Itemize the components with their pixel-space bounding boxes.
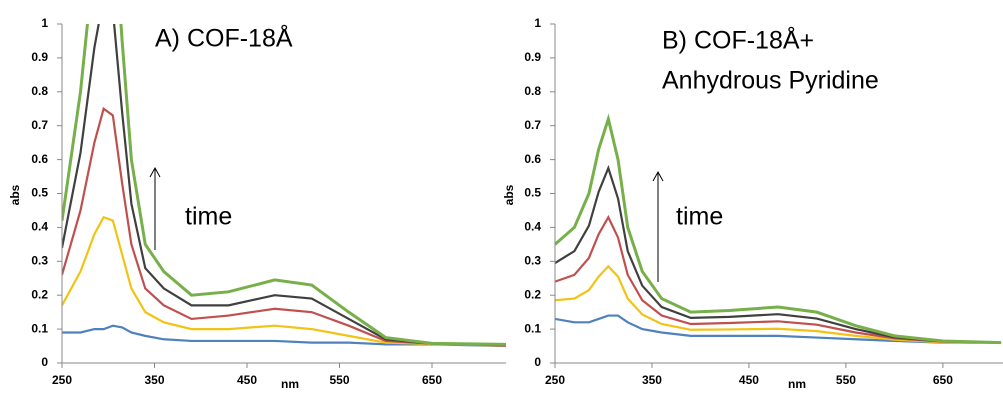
y-tick-label: 0.9 [524,50,541,64]
y-tick-label: 0.2 [31,287,48,301]
chart-title: Anhydrous Pyridine [662,67,879,95]
x-tick-label: 350 [144,373,164,387]
y-tick-label: 0.8 [524,84,541,98]
y-tick-label: 0.5 [31,186,48,200]
spectrum-line [62,215,506,347]
y-axis-label: abs [502,184,516,205]
y-tick-label: 0.3 [524,253,541,267]
spectrum-line [555,164,1002,344]
y-tick-label: 0.5 [524,186,541,200]
y-tick-label: 1 [534,16,541,30]
annotation: time [676,203,723,231]
spectrum-line [62,106,506,347]
y-tick-label: 0.7 [31,118,48,132]
x-axis-label: nm [281,377,299,391]
x-tick-label: 550 [329,373,349,387]
annotation: time [185,203,232,231]
x-tick-label: 450 [237,373,257,387]
spectrum-line [62,24,506,346]
y-tick-label: 0.7 [524,118,541,132]
x-tick-label: 250 [545,373,565,387]
x-tick-label: 550 [836,373,856,387]
arrow-head [149,166,161,178]
y-tick-label: 0.3 [31,253,48,267]
y-tick-label: 0.6 [31,152,48,166]
spectrum-line [62,324,506,348]
chart-title: B) COF-18Å+ [662,25,814,55]
y-tick-label: 0 [41,355,48,369]
x-tick-label: 250 [52,373,72,387]
spectrum-line [62,24,506,346]
y-tick-label: 0.4 [31,220,48,234]
x-tick-label: 350 [642,373,662,387]
arrow-head [652,170,664,182]
y-tick-label: 0.1 [524,321,541,335]
y-tick-label: 0.8 [31,84,48,98]
x-tick-label: 650 [422,373,442,387]
y-tick-label: 0.2 [524,287,541,301]
chart-title: A) COF-18Å [155,23,293,53]
y-tick-label: 0.1 [31,321,48,335]
y-tick-label: 0.6 [524,152,541,166]
spectrum-line [555,314,1002,344]
y-tick-label: 0.9 [31,50,48,64]
plot-area [555,113,1002,345]
x-tick-label: 450 [739,373,759,387]
y-tick-label: 0 [534,355,541,369]
spectrum-line [555,113,1002,345]
x-tick-label: 650 [933,373,953,387]
y-axis-label: abs [8,184,22,205]
spectrum-line [555,264,1002,344]
plot-area [62,24,506,348]
spectrum-line [555,214,1002,344]
y-tick-label: 1 [41,16,48,30]
x-axis-label: nm [788,377,806,391]
y-tick-label: 0.4 [524,220,541,234]
